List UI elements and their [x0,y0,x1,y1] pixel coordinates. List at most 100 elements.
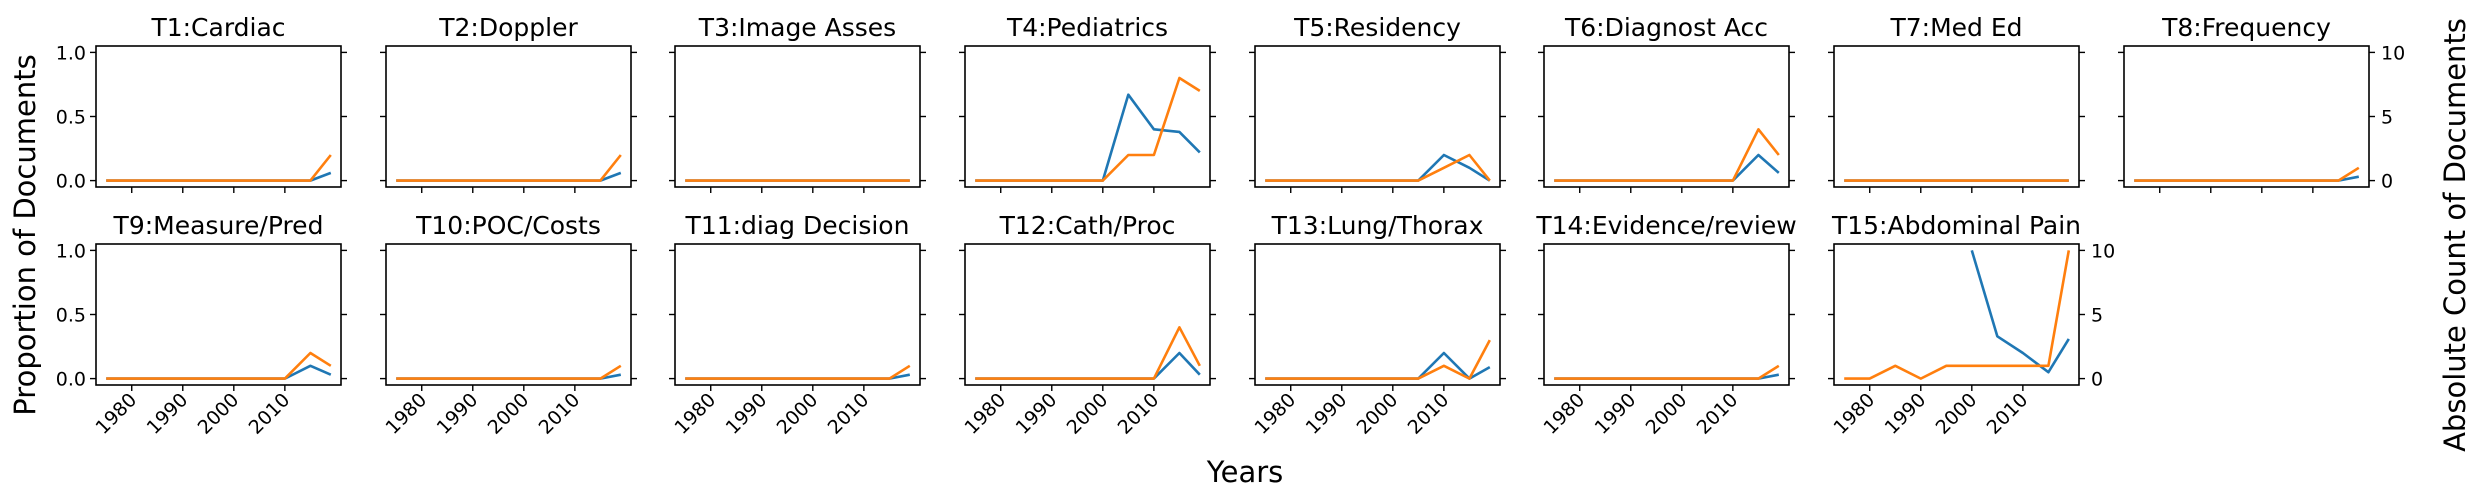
right-y-tick-label: 10 [2091,240,2115,262]
x-tick-label: 2010 [245,389,295,439]
x-tick-label: 2000 [1642,389,1692,439]
axes-frame [1833,45,2080,188]
x-tick-label: 2000 [194,389,244,439]
x-tick-label: 2000 [1932,389,1982,439]
x-tick-label: 1990 [1591,389,1641,439]
x-tick-label: 2010 [1114,389,1164,439]
axes-frame [2123,45,2370,188]
left-y-tick-label: 1.0 [56,42,86,64]
subplot-title: T8:Frequency [2161,13,2331,42]
left-y-tick-label: 0.5 [56,305,86,327]
subplot-title: T7:Med Ed [1889,13,2022,42]
figure-ylabel-right: Absolute Count of Documents [2438,18,2472,452]
count-series-line [396,364,622,380]
x-tick-label: 1980 [1830,389,1880,439]
x-tick-label: 2000 [484,389,534,439]
count-series-line [1265,339,1491,380]
axes-frame [1543,243,1790,386]
x-tick-label: 1980 [92,389,142,439]
subplot-title: T12:Cath/Proc [999,211,1176,240]
x-tick-label: 1980 [382,389,432,439]
panels-grid: T1:Cardiac 0.0 0.5 1.0 T2:Doppler T3:Image As… [56,13,2405,439]
right-y-tick-label: 0 [2381,171,2393,193]
right-y-tick-label: 10 [2381,42,2405,64]
count-series-line [1554,128,1780,182]
x-tick-label: 1980 [961,389,1011,439]
count-series-line [1844,250,2071,380]
right-y-tick-label: 0 [2091,369,2103,391]
x-tick-label: 1990 [1881,389,1931,439]
left-y-tick-label: 0.0 [56,369,86,391]
axes-frame [1543,45,1790,188]
figure-ylabel-left: Proportion of Documents [8,54,42,415]
subplot: T9:Measure/Pred 0.0 0.5 1.0 1980 1990 2000 2010 [56,211,347,439]
x-tick-label: 1980 [1540,389,1590,439]
subplot: T15:Abdominal Pain 0 5 10 1980 1990 2000 2010 [1828,211,2115,439]
right-y-tick-label: 5 [2091,305,2103,327]
subplot: T3:Image Asses [669,13,926,193]
count-series-line [1265,153,1491,182]
subplot-title: T15:Abdominal Pain [1831,211,2081,240]
axes-frame [385,243,632,386]
axes-frame [385,45,632,188]
x-tick-label: 2010 [1404,389,1454,439]
subplot: T5:Residency [1249,13,1506,193]
subplot-title: T4:Pediatrics [1006,13,1168,42]
subplot: T1:Cardiac 0.0 0.5 1.0 [56,13,347,193]
subplot-title: T11:diag Decision [685,211,910,240]
axes-frame [674,45,921,188]
axes-frame [964,243,1211,386]
axes-frame [95,45,342,188]
subplot: T11:diag Decision 1980 1990 2000 2010 [669,211,926,439]
left-y-tick-label: 0.5 [56,107,86,129]
count-series-line [106,154,332,182]
subplot: T14:Evidence/review 1980 1990 2000 2010 [1535,211,1796,439]
x-tick-label: 2010 [824,389,874,439]
proportion-series-line [1265,351,1491,380]
count-series-line [685,364,911,380]
subplot-title: T5:Residency [1293,13,1461,42]
proportion-series-line [1970,250,2070,374]
x-tick-label: 2000 [1063,389,1113,439]
count-series-line [106,351,332,380]
subplot-title: T2:Doppler [438,13,578,42]
x-tick-label: 1980 [671,389,721,439]
x-tick-label: 2000 [773,389,823,439]
figure-xlabel: Years [1206,455,1284,489]
axes-frame [674,243,921,386]
subplot-title: T3:Image Asses [698,13,896,42]
count-series-line [2134,166,2360,182]
subplot: T13:Lung/Thorax 1980 1990 2000 2010 [1249,211,1506,439]
subplot-title: T6:Diagnost Acc [1564,13,1768,42]
count-series-line [975,326,1201,380]
x-tick-label: 2010 [1983,389,2033,439]
proportion-series-line [1265,153,1491,182]
subplot: T8:Frequency 0 5 10 [2118,13,2405,193]
subplot-title: T14:Evidence/review [1535,211,1796,240]
subplot: T7:Med Ed [1828,13,2085,193]
count-series-line [396,154,622,182]
x-tick-label: 2010 [1693,389,1743,439]
axes-frame [1254,243,1501,386]
count-series-line [1554,364,1780,380]
axes-frame [1833,243,2080,386]
axes-frame [964,45,1211,188]
subplot-title: T1:Cardiac [150,13,285,42]
x-tick-label: 1990 [722,389,772,439]
x-tick-label: 1990 [143,389,193,439]
proportion-series-line [975,93,1201,182]
subplot-title: T9:Measure/Pred [113,211,324,240]
x-tick-label: 1990 [433,389,483,439]
x-tick-label: 2000 [1353,389,1403,439]
subplot: T2:Doppler [380,13,637,193]
subplot: T10:POC/Costs 1980 1990 2000 2010 [380,211,637,439]
left-y-tick-label: 0.0 [56,171,86,193]
subplot: T4:Pediatrics [959,13,1216,193]
right-y-tick-label: 5 [2381,107,2393,129]
subplot: T6:Diagnost Acc [1538,13,1795,193]
axes-frame [95,243,342,386]
subplot-title: T10:POC/Costs [415,211,601,240]
subplot-title: T13:Lung/Thorax [1271,211,1484,240]
count-series-line [975,76,1201,182]
